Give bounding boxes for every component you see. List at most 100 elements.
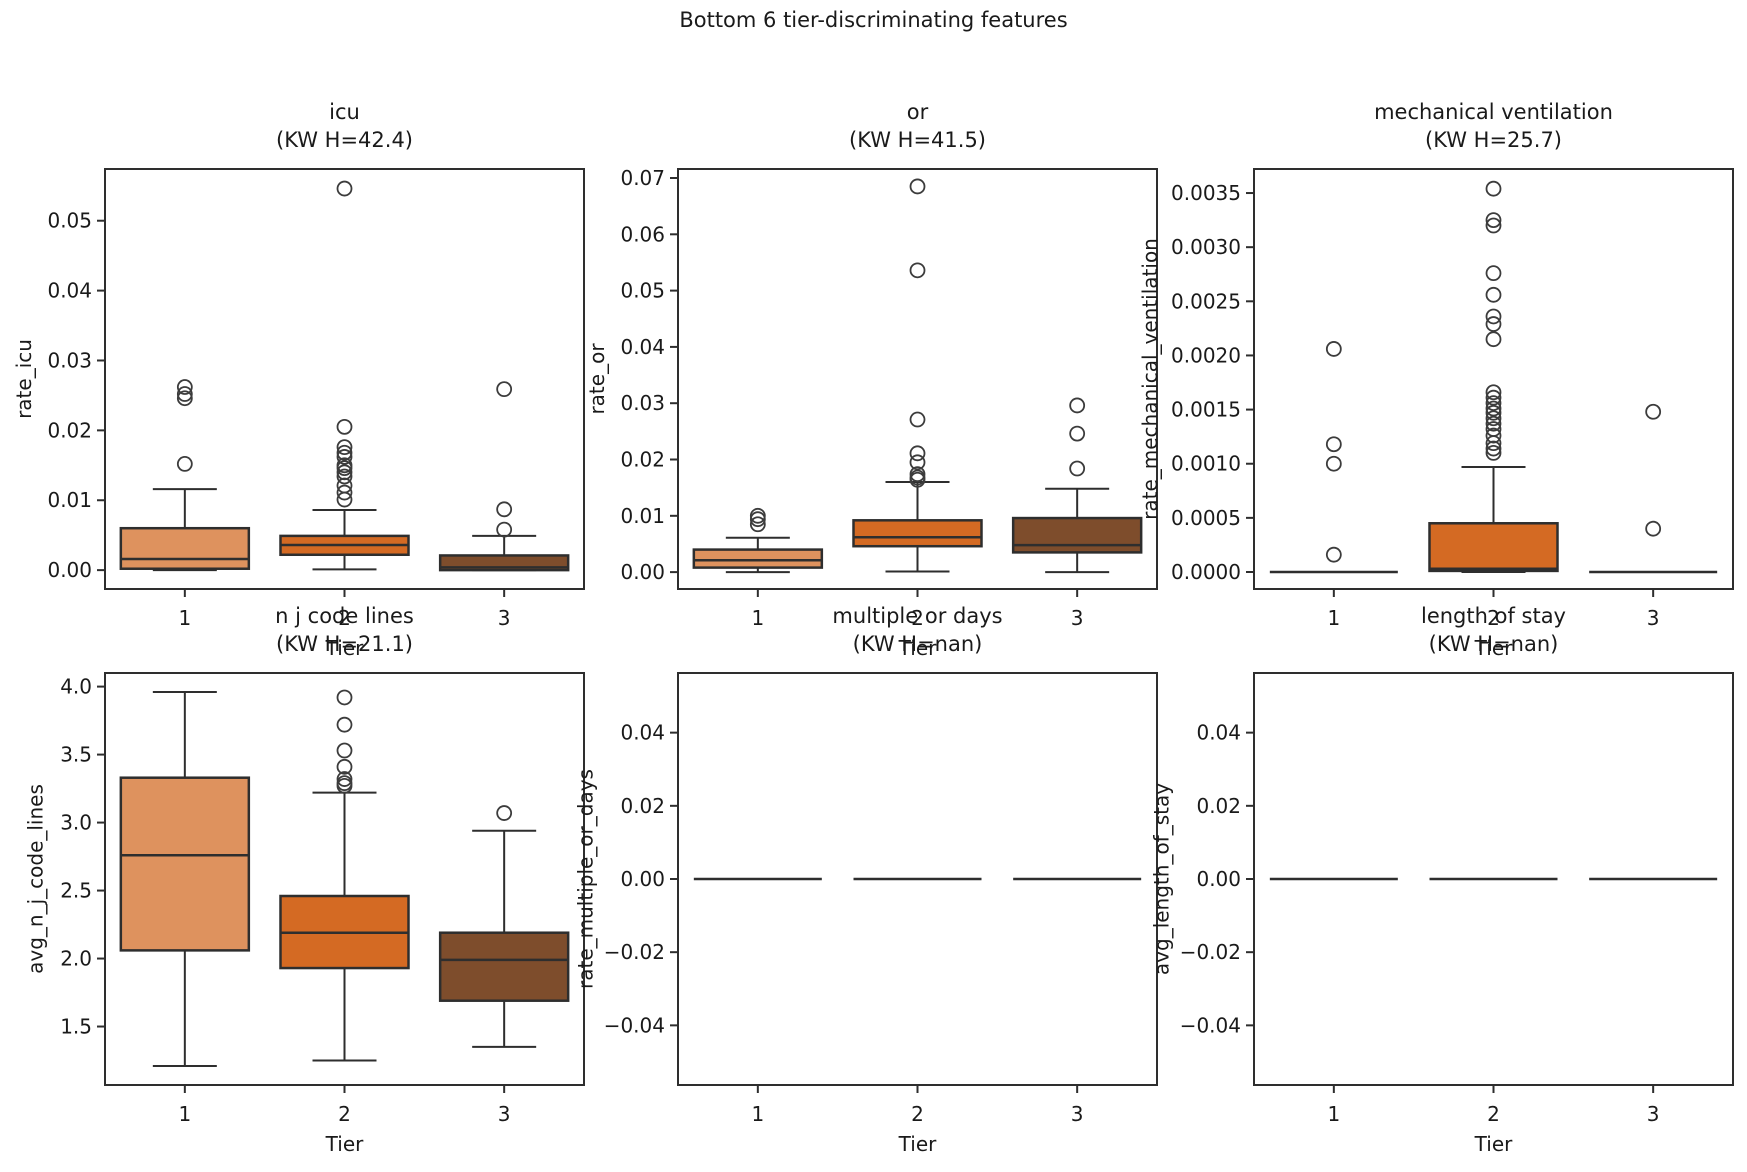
y-tick-label: 0.02 <box>620 794 665 818</box>
outlier-tier3 <box>496 501 513 518</box>
x-tick-label: 3 <box>498 1102 511 1126</box>
x-tick-label: 3 <box>1071 606 1084 630</box>
outlier-tier2 <box>1485 400 1502 417</box>
x-tick-label: 2 <box>1487 1102 1500 1126</box>
outlier-tier2 <box>336 444 353 461</box>
outlier-tier2 <box>1485 180 1502 197</box>
y-tick-label: 0.0010 <box>1171 452 1241 476</box>
outlier-tier2 <box>1485 217 1502 234</box>
figure-title: Bottom 6 tier-discriminating features <box>679 8 1068 32</box>
subplot-length-of-stay: length of stay (KW H=nan) −0.04 −0.02 0.00 0.… <box>1150 604 1734 1156</box>
outlier-tier2 <box>1485 331 1502 348</box>
axes-frame <box>104 672 585 1086</box>
y-tick-label: 0.0000 <box>1171 560 1241 584</box>
outlier-tier2 <box>1485 316 1502 332</box>
outlier-tier2 <box>1485 444 1502 461</box>
outlier-tier2 <box>909 411 926 428</box>
x-tick-label: 3 <box>1647 1102 1660 1126</box>
x-tick-label: 2 <box>338 1102 351 1126</box>
outlier-tier2 <box>1485 384 1502 401</box>
outlier-tier1 <box>1325 455 1342 472</box>
y-tick-label: 2.5 <box>60 879 92 903</box>
x-tick-label: 3 <box>498 606 511 630</box>
axes-frame <box>104 168 585 590</box>
box-tier2 <box>852 519 983 548</box>
y-tick-label: 0.0030 <box>1171 235 1241 259</box>
y-tick-label: 0.03 <box>47 348 92 372</box>
y-tick-label: 0.00 <box>620 560 665 584</box>
y-axis-label: rate_mechanical_ventilation <box>1138 238 1162 520</box>
outlier-tier2 <box>909 471 926 488</box>
y-tick-label: 0.00 <box>1196 867 1241 891</box>
outlier-tier2 <box>909 178 926 195</box>
x-tick-label: 1 <box>178 1102 191 1126</box>
outlier-tier1 <box>1325 436 1342 453</box>
subplot-title: mechanical ventilation <box>1374 100 1613 124</box>
axes-frame <box>677 168 1158 590</box>
subplot-icu: icu (KW H=42.4) 0.00 0.01 0.02 0.03 0.04 0.05 1 2… <box>12 100 585 660</box>
y-tick-label: −0.02 <box>1180 940 1241 964</box>
x-axis-label: Tier <box>325 1132 364 1156</box>
subplot-title: or <box>907 100 929 124</box>
axes-frame <box>1253 168 1734 590</box>
y-tick-label: 0.01 <box>620 504 665 528</box>
y-axis-label: rate_multiple_or_days <box>574 769 598 989</box>
outlier-tier2 <box>336 777 353 794</box>
subplot-title: n j code lines <box>275 604 414 628</box>
outlier-tier2 <box>1485 265 1502 282</box>
outlier-tier2 <box>909 445 926 462</box>
y-tick-label: 0.02 <box>620 448 665 472</box>
y-tick-label: 2.0 <box>60 947 92 971</box>
y-tick-label: 0.03 <box>620 391 665 415</box>
x-tick-label: 1 <box>1327 1102 1340 1126</box>
y-tick-label: 0.0025 <box>1171 289 1241 313</box>
outlier-tier2 <box>1485 427 1502 444</box>
y-tick-label: 0.01 <box>47 488 92 512</box>
x-tick-label: 2 <box>911 606 924 630</box>
y-tick-label: −0.04 <box>1180 1013 1241 1037</box>
outlier-tier2 <box>336 460 353 477</box>
outlier-tier2 <box>1485 440 1502 457</box>
outlier-tier3 <box>496 805 513 821</box>
outlier-tier2 <box>1485 404 1502 421</box>
outlier-tier2 <box>1485 395 1502 411</box>
outlier-tier2 <box>336 689 353 706</box>
subplot-or: or (KW H=41.5) 0.00 0.01 0.02 0.03 0.04 0.05 0.0… <box>585 100 1158 660</box>
outlier-tier2 <box>1485 389 1502 406</box>
x-tick-label: 1 <box>1327 606 1340 630</box>
outlier-tier3 <box>1645 403 1662 420</box>
y-tick-label: 0.02 <box>47 418 92 442</box>
outlier-tier1 <box>749 507 766 524</box>
outlier-tier1 <box>749 516 766 533</box>
subplot-title: multiple or days <box>832 604 1002 628</box>
outlier-tier1 <box>176 390 193 407</box>
outlier-tier1 <box>176 379 193 395</box>
x-tick-label: 3 <box>1071 1102 1084 1126</box>
y-tick-label: 4.0 <box>60 675 92 699</box>
x-tick-label: 2 <box>1487 606 1500 630</box>
y-axis-label: avg_length_of_stay <box>1150 783 1174 975</box>
outlier-tier3 <box>1069 397 1086 414</box>
outlier-tier2 <box>336 449 353 465</box>
outlier-tier2 <box>336 180 353 197</box>
axes-frame <box>1253 672 1734 1086</box>
outlier-tier2 <box>1485 212 1502 229</box>
y-tick-label: 0.02 <box>1196 794 1241 818</box>
x-tick-label: 3 <box>1647 606 1660 630</box>
x-tick-label: 2 <box>911 1102 924 1126</box>
outlier-tier2 <box>336 418 353 435</box>
subplot-subtitle: (KW H=25.7) <box>1425 128 1562 152</box>
outlier-tier2 <box>1485 286 1502 303</box>
outlier-tier2 <box>336 468 353 485</box>
outlier-tier2 <box>1485 415 1502 432</box>
box-tier2 <box>1428 522 1559 573</box>
subplot-subtitle: (KW H=21.1) <box>276 632 413 656</box>
y-tick-label: 0.07 <box>620 166 665 190</box>
x-axis-label: Tier <box>1474 1132 1513 1156</box>
outlier-tier2 <box>909 454 926 471</box>
y-tick-label: 0.00 <box>47 558 92 582</box>
outlier-tier1 <box>1325 341 1342 357</box>
subplot-title: icu <box>329 100 360 124</box>
outlier-tier2 <box>909 262 926 279</box>
outlier-tier2 <box>336 484 353 501</box>
